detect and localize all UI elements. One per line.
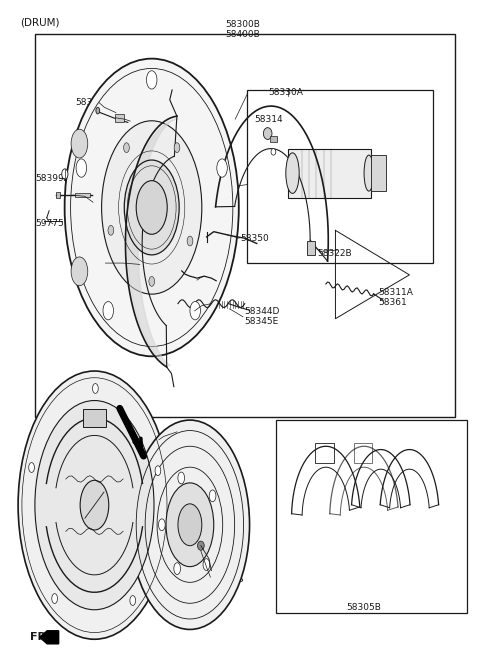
- Bar: [270, 135, 277, 142]
- Text: 58314: 58314: [254, 115, 283, 124]
- Ellipse shape: [158, 519, 165, 531]
- Ellipse shape: [217, 159, 228, 177]
- Bar: [307, 242, 315, 254]
- Text: 58311A
58361: 58311A 58361: [378, 288, 413, 307]
- FancyArrow shape: [39, 631, 59, 644]
- Text: 58386B: 58386B: [71, 198, 106, 207]
- Text: 58399A: 58399A: [36, 173, 71, 183]
- Ellipse shape: [62, 169, 68, 179]
- Ellipse shape: [190, 302, 201, 320]
- Ellipse shape: [124, 143, 129, 152]
- Ellipse shape: [102, 121, 202, 294]
- Ellipse shape: [96, 107, 100, 114]
- Ellipse shape: [364, 155, 373, 191]
- Ellipse shape: [29, 463, 35, 472]
- Bar: [35, 34, 455, 417]
- Bar: [56, 193, 60, 198]
- Ellipse shape: [103, 302, 113, 320]
- Ellipse shape: [130, 596, 135, 605]
- Bar: [276, 420, 467, 613]
- Ellipse shape: [149, 277, 155, 286]
- Bar: [115, 114, 123, 122]
- Text: 58300B
58400B: 58300B 58400B: [225, 20, 260, 39]
- Ellipse shape: [178, 504, 202, 546]
- Bar: [371, 155, 385, 191]
- Text: 58330A: 58330A: [269, 89, 303, 97]
- Ellipse shape: [124, 160, 179, 255]
- Bar: [247, 90, 433, 263]
- Text: 58305B: 58305B: [347, 603, 382, 612]
- Ellipse shape: [35, 401, 154, 610]
- Bar: [354, 443, 372, 463]
- Ellipse shape: [130, 420, 250, 629]
- Ellipse shape: [65, 58, 239, 356]
- Ellipse shape: [136, 181, 167, 235]
- Text: 58323: 58323: [92, 114, 120, 122]
- Text: 58322B: 58322B: [317, 249, 352, 258]
- Bar: [288, 148, 371, 198]
- Ellipse shape: [166, 483, 214, 566]
- Text: 58344D
58345E: 58344D 58345E: [245, 307, 280, 327]
- Text: 58356A
58366A: 58356A 58366A: [182, 267, 216, 286]
- Text: 58350: 58350: [240, 234, 269, 242]
- Ellipse shape: [264, 127, 272, 139]
- Bar: [315, 443, 334, 463]
- Ellipse shape: [209, 490, 216, 502]
- Ellipse shape: [108, 225, 114, 235]
- Ellipse shape: [155, 466, 161, 476]
- Circle shape: [198, 541, 204, 551]
- Bar: [75, 193, 90, 197]
- Ellipse shape: [178, 472, 185, 484]
- Text: FR.: FR.: [30, 632, 50, 643]
- Text: 58355
58365: 58355 58365: [80, 255, 109, 274]
- Ellipse shape: [71, 257, 88, 286]
- Ellipse shape: [52, 594, 58, 604]
- Ellipse shape: [80, 480, 109, 530]
- Bar: [83, 409, 107, 427]
- Ellipse shape: [187, 236, 193, 246]
- Text: 1220FS: 1220FS: [211, 575, 245, 583]
- Ellipse shape: [18, 371, 171, 639]
- Ellipse shape: [174, 143, 180, 152]
- Ellipse shape: [286, 153, 299, 193]
- Ellipse shape: [174, 562, 180, 574]
- Ellipse shape: [76, 159, 86, 177]
- Ellipse shape: [93, 384, 98, 394]
- Text: 59775: 59775: [35, 219, 63, 229]
- Ellipse shape: [203, 558, 210, 570]
- Ellipse shape: [71, 129, 88, 158]
- Ellipse shape: [271, 148, 276, 155]
- Text: (DRUM): (DRUM): [21, 18, 60, 28]
- Text: 58411A: 58411A: [178, 427, 213, 436]
- Text: 58312A: 58312A: [171, 306, 205, 315]
- Ellipse shape: [146, 71, 157, 89]
- Text: 58348: 58348: [75, 99, 104, 107]
